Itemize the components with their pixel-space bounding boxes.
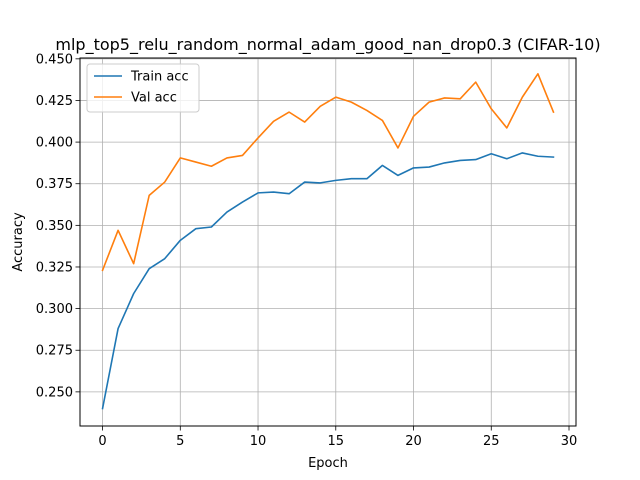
series-line-val-acc xyxy=(101,73,555,272)
plot-frame xyxy=(79,57,577,427)
legend-label-train-acc: Train acc xyxy=(130,70,189,85)
x-tick-label: 10 xyxy=(250,434,267,449)
y-tick-label: 0.425 xyxy=(36,94,73,109)
series-line-train-acc xyxy=(101,152,555,410)
axis-ticks: 0 5 10 15 20 25 30 0.250 0.275 0.300 0.325 0.350 0.3… xyxy=(36,52,577,449)
y-tick-label: 0.450 xyxy=(36,52,73,67)
series-lines xyxy=(101,73,555,410)
y-tick-label: 0.350 xyxy=(36,219,73,234)
y-tick-label: 0.250 xyxy=(36,385,73,400)
x-axis-title: Epoch xyxy=(308,456,348,471)
y-tick-label: 0.375 xyxy=(36,177,73,192)
grid-lines xyxy=(80,58,576,426)
x-tick-label: 15 xyxy=(328,434,345,449)
y-tick-label: 0.275 xyxy=(36,344,73,359)
chart-title: mlp_top5_relu_random_normal_adam_good_na… xyxy=(55,35,600,55)
legend: Train acc Val acc xyxy=(86,63,200,113)
x-tick-label: 20 xyxy=(405,434,422,449)
x-tick-label: 25 xyxy=(483,434,500,449)
x-tick-label: 5 xyxy=(176,434,184,449)
y-axis-title: Accuracy xyxy=(11,212,26,272)
y-tick-label: 0.400 xyxy=(36,136,73,151)
legend-label-val-acc: Val acc xyxy=(131,91,177,106)
y-tick-label: 0.300 xyxy=(36,302,73,317)
y-tick-label: 0.325 xyxy=(36,260,73,275)
x-tick-label: 0 xyxy=(98,434,106,449)
x-tick-label: 30 xyxy=(561,434,578,449)
